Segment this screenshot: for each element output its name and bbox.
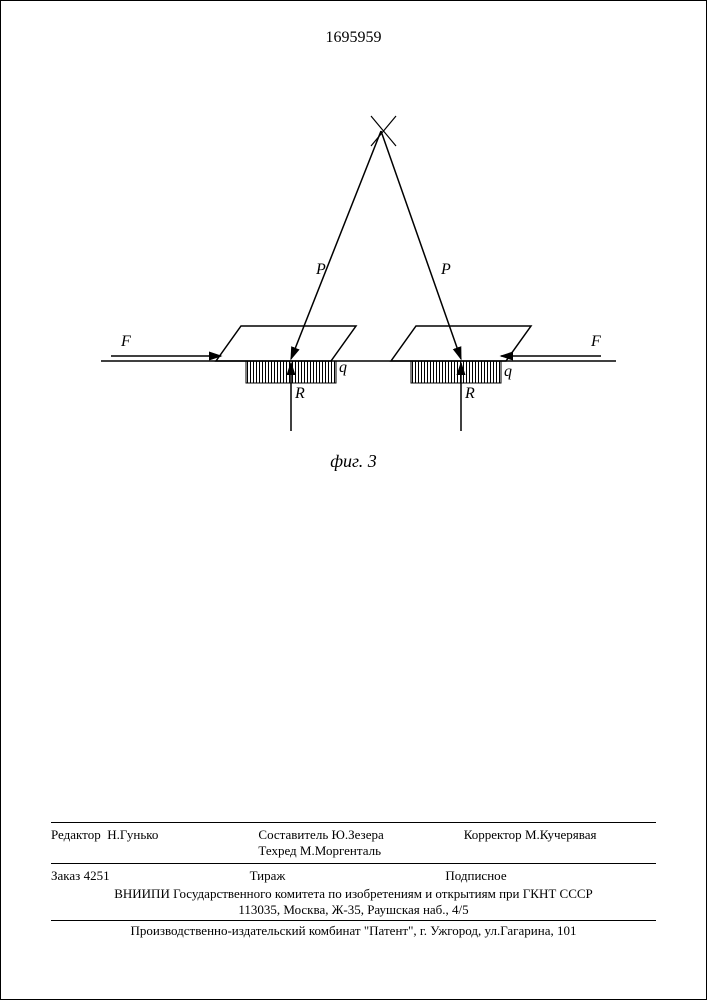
corrector: Корректор М.Кучерявая xyxy=(464,827,597,859)
podpisnoe: Подписное xyxy=(445,868,506,884)
document-number: 1695959 xyxy=(1,29,706,47)
label-q-right: q xyxy=(504,363,512,381)
addr3: Производственно-издательский комбинат "П… xyxy=(51,923,656,939)
figure-svg xyxy=(81,101,628,481)
figure-caption: фиг. 3 xyxy=(1,451,706,472)
editor: Редактор Н.Гунько xyxy=(51,827,158,859)
label-P-right: P xyxy=(441,261,451,279)
footer-block: Редактор Н.Гунько Составитель Ю.Зезера Т… xyxy=(51,820,656,939)
page: 1695959 xyxy=(0,0,707,1000)
figure-3: F F P P R R q q xyxy=(81,101,628,481)
label-q-left: q xyxy=(339,359,347,377)
label-R-right: R xyxy=(465,385,475,403)
label-P-left: P xyxy=(316,261,326,279)
tirazh: Тираж xyxy=(250,868,286,884)
label-R-left: R xyxy=(295,385,305,403)
addr2: 113035, Москва, Ж-35, Раушская наб., 4/5 xyxy=(51,902,656,918)
label-F-left: F xyxy=(121,333,131,351)
label-F-right: F xyxy=(591,333,601,351)
compiler-techred: Составитель Ю.Зезера Техред М.Моргенталь xyxy=(258,827,383,859)
addr1: ВНИИПИ Государственного комитета по изоб… xyxy=(51,886,656,902)
order: Заказ 4251 xyxy=(51,868,110,884)
